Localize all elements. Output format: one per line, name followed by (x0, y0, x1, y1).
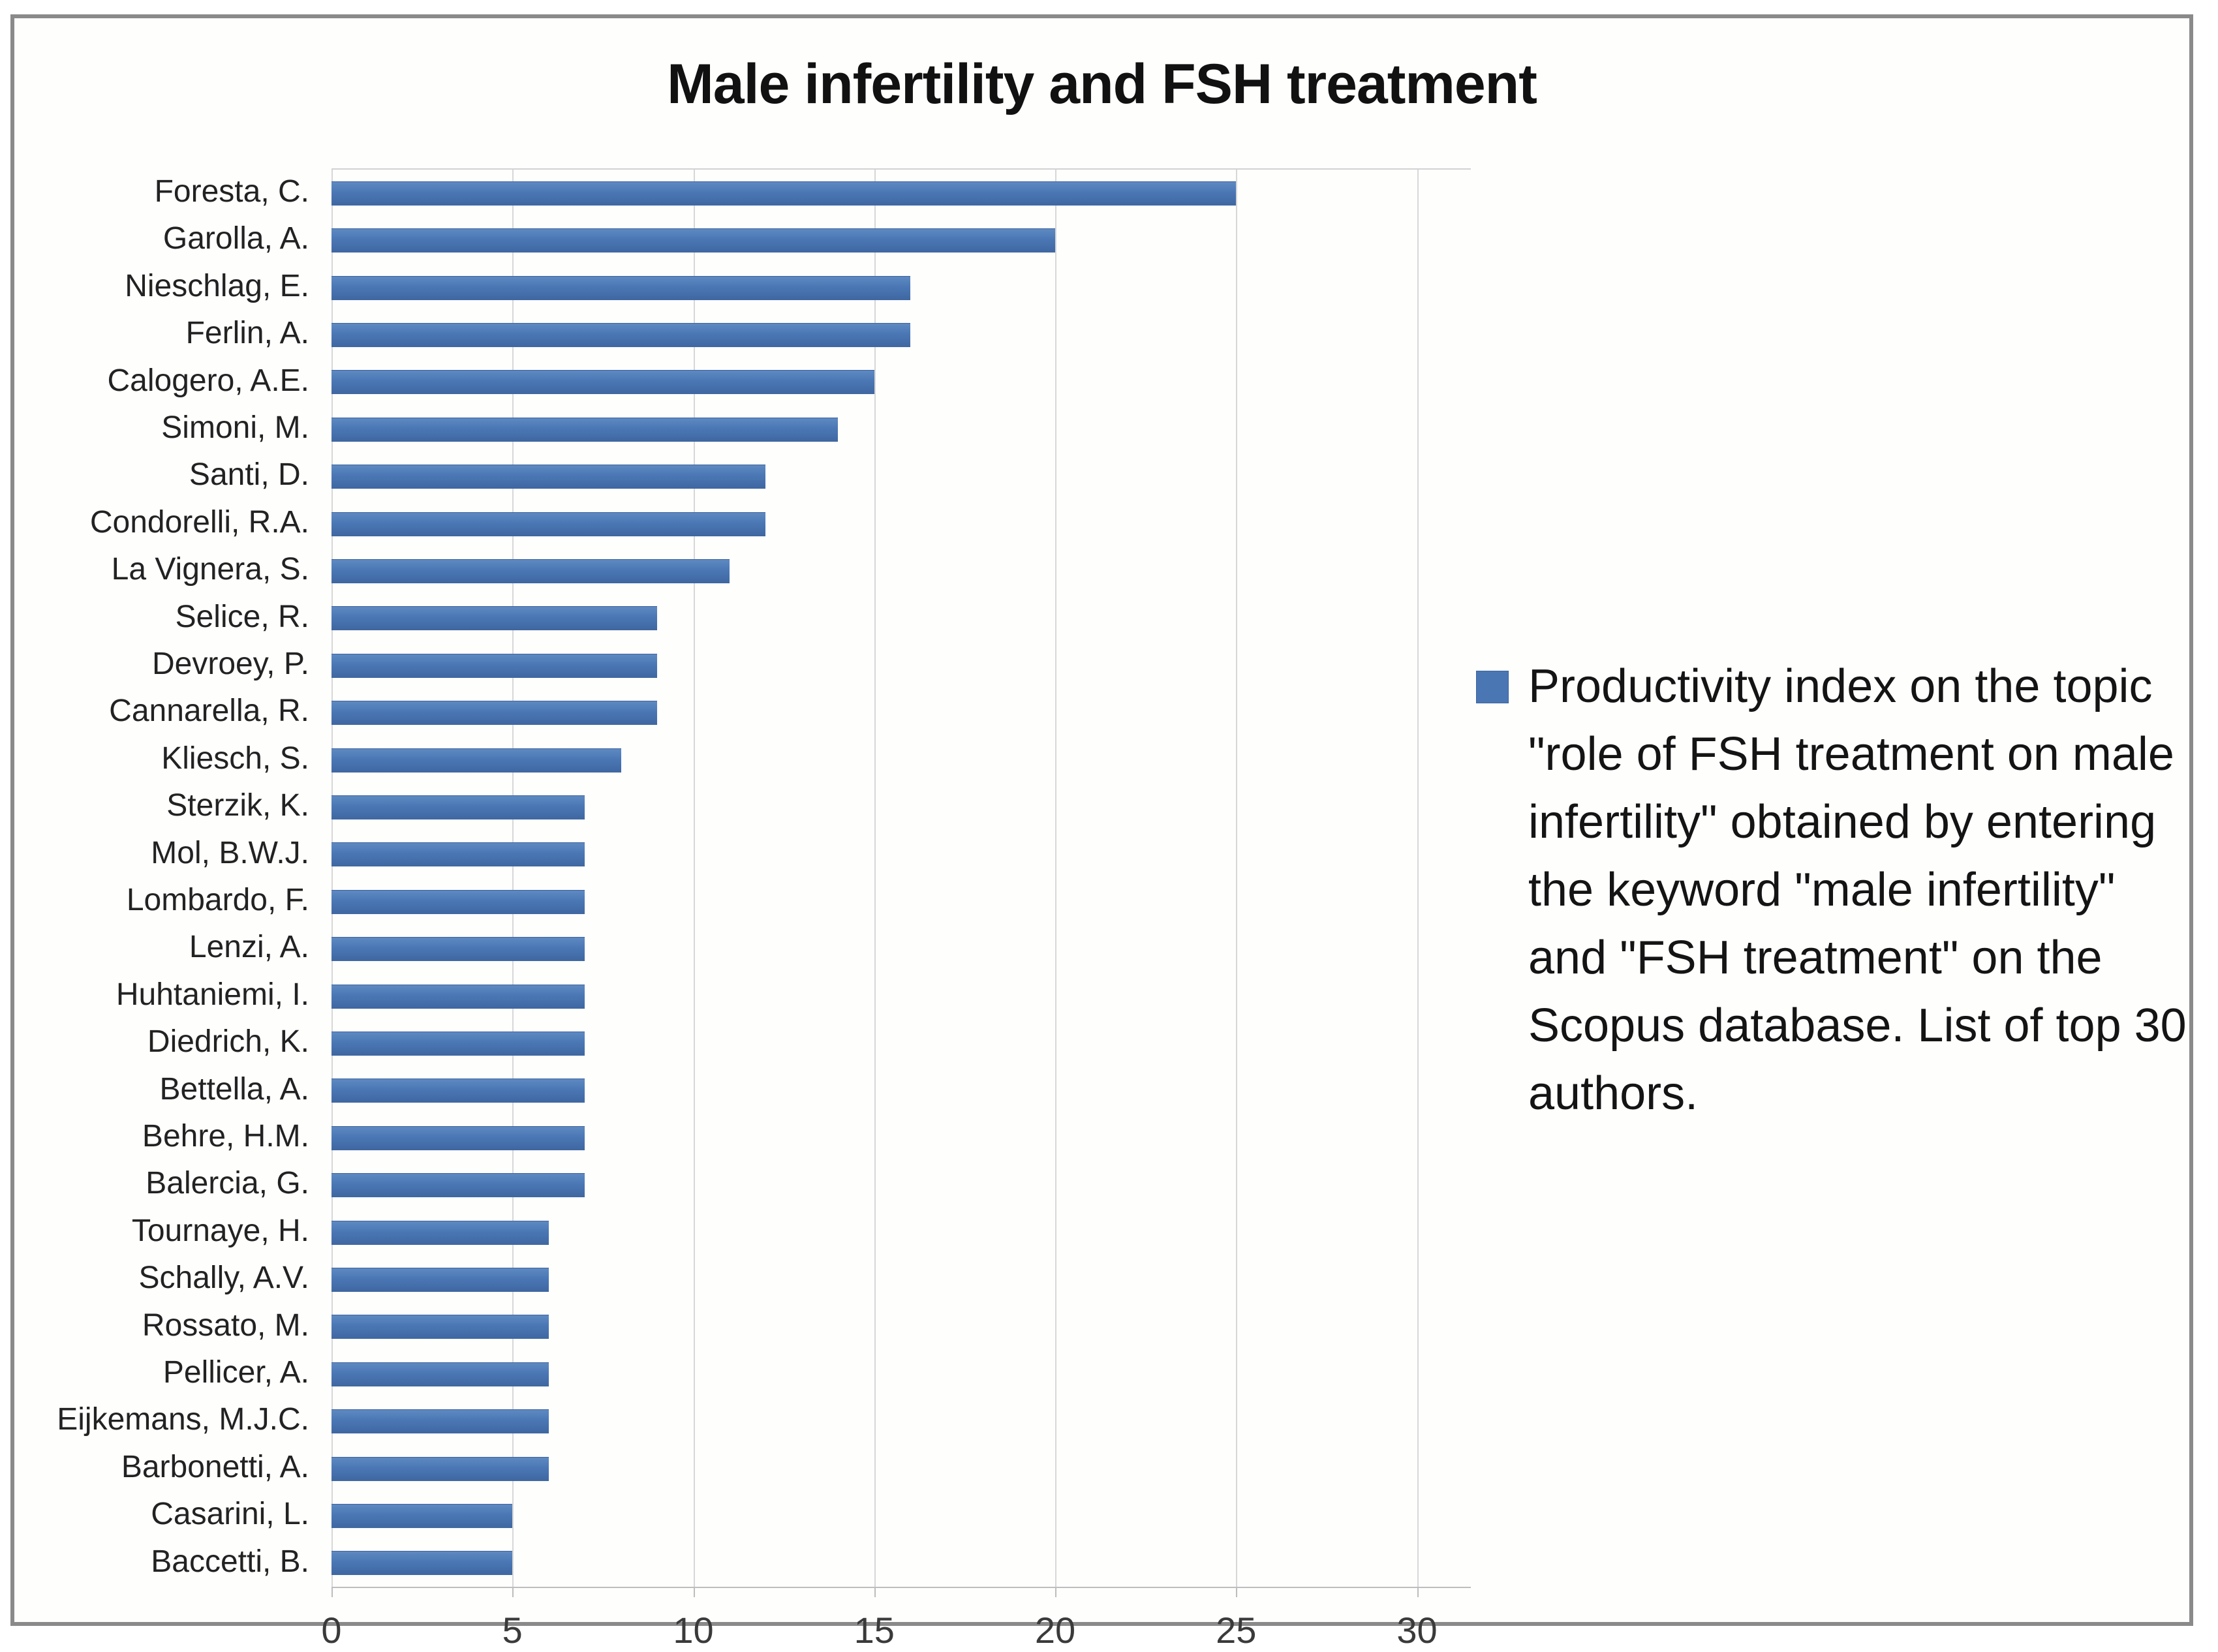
legend-swatch-icon (1476, 671, 1509, 703)
bar-lombardo-f (331, 889, 585, 914)
category-label: Cannarella, R. (109, 694, 309, 729)
axis-tick-mark (1055, 1587, 1056, 1597)
bar-condorelli-r-a (331, 512, 766, 536)
category-label: Calogero, A.E. (107, 363, 309, 398)
bar-selice-r (331, 606, 658, 631)
axis-tick-mark (874, 1587, 876, 1597)
gridline-x-30 (1417, 170, 1419, 1587)
category-label: Pellicer, A. (162, 1355, 309, 1390)
bar-bettella-a (331, 1078, 585, 1103)
value-axis-label-5: 5 (502, 1610, 523, 1651)
gridline-x-20 (1055, 170, 1056, 1587)
chart-figure: Male infertility and FSH treatment Fores… (10, 14, 2193, 1651)
bar-la-vignera-s (331, 558, 730, 583)
category-label: Huhtaniemi, I. (116, 977, 309, 1012)
category-label: Mol, B.W.J. (151, 835, 309, 870)
category-label: Nieschlag, E. (125, 268, 309, 303)
gridline-x-15 (874, 170, 876, 1587)
bar-sterzik-k (331, 795, 585, 819)
category-label: Schally, A.V. (138, 1261, 310, 1296)
axis-tick-mark (331, 1587, 333, 1597)
value-axis-label-10: 10 (673, 1610, 714, 1651)
bar-mol-b-w-j (331, 842, 585, 867)
bar-rossato-m (331, 1315, 549, 1339)
bar-garolla-a (331, 228, 1055, 253)
bar-huhtaniemi-i (331, 984, 585, 1009)
category-label: Garolla, A. (162, 221, 309, 256)
legend: Productivity index on the topic "role of… (1476, 652, 2187, 1127)
bar-eijkemans-m-j-c (331, 1409, 549, 1434)
category-label: Bettella, A. (159, 1071, 309, 1107)
value-axis-label-15: 15 (854, 1610, 895, 1651)
category-label: Lenzi, A. (189, 930, 309, 965)
category-label: Kliesch, S. (161, 741, 309, 776)
bar-balercia-g (331, 1173, 585, 1198)
axis-tick-mark (693, 1587, 695, 1597)
category-label: Casarini, L. (151, 1497, 309, 1532)
category-label: Foresta, C. (154, 174, 309, 209)
legend-label: Productivity index on the topic "role of… (1528, 660, 2187, 1120)
bar-devroey-p (331, 653, 658, 678)
category-label: Eijkemans, M.J.C. (57, 1402, 309, 1437)
category-label: Tournaye, H. (131, 1213, 309, 1248)
bar-diedrich-k (331, 1031, 585, 1056)
category-label: Diedrich, K. (147, 1024, 309, 1060)
category-label: Condorelli, R.A. (89, 504, 309, 540)
category-label: Ferlin, A. (185, 316, 309, 351)
category-label: Behre, H.M. (142, 1119, 309, 1154)
bar-casarini-l (331, 1503, 513, 1528)
bar-pellicer-a (331, 1362, 549, 1386)
chart-title: Male infertility and FSH treatment (667, 53, 1537, 115)
bar-santi-d (331, 465, 766, 489)
bar-cannarella-r (331, 701, 658, 726)
category-label: Simoni, M. (161, 410, 309, 445)
gridline-x-0 (331, 170, 333, 1587)
category-label: La Vignera, S. (111, 552, 309, 587)
value-axis-label-20: 20 (1034, 1610, 1076, 1651)
category-label: Devroey, P. (151, 647, 309, 681)
bar-baccetti-b (331, 1551, 513, 1576)
category-label: Barbonetti, A. (121, 1449, 309, 1484)
gridline-x-5 (512, 170, 514, 1587)
axis-tick-mark (512, 1587, 514, 1597)
category-label: Sterzik, K. (166, 788, 309, 823)
bar-foresta-c (331, 181, 1237, 206)
bar-simoni-m (331, 417, 839, 442)
category-label: Selice, R. (175, 599, 309, 634)
gridline-x-25 (1236, 170, 1238, 1587)
plot-area (331, 168, 1471, 1588)
bar-schally-a-v (331, 1267, 549, 1292)
value-axis-label-0: 0 (321, 1610, 342, 1651)
category-label: Baccetti, B. (151, 1544, 309, 1579)
bar-behre-h-m (331, 1125, 585, 1150)
bar-tournaye-h (331, 1220, 549, 1245)
bar-ferlin-a (331, 322, 911, 347)
bar-barbonetti-a (331, 1456, 549, 1481)
axis-tick-mark (1236, 1587, 1238, 1597)
bar-calogero-a-e (331, 370, 874, 395)
category-label: Balercia, G. (146, 1166, 309, 1201)
category-label: Rossato, M. (142, 1308, 309, 1343)
bar-lenzi-a (331, 937, 585, 962)
category-label: Santi, D. (189, 457, 309, 493)
value-axis-label-25: 25 (1216, 1610, 1257, 1651)
category-label: Lombardo, F. (126, 883, 309, 917)
axis-tick-mark (1417, 1587, 1419, 1597)
value-axis-label-30: 30 (1396, 1610, 1438, 1651)
bar-kliesch-s (331, 748, 621, 772)
bar-nieschlag-e (331, 275, 911, 300)
gridline-x-10 (693, 170, 695, 1587)
